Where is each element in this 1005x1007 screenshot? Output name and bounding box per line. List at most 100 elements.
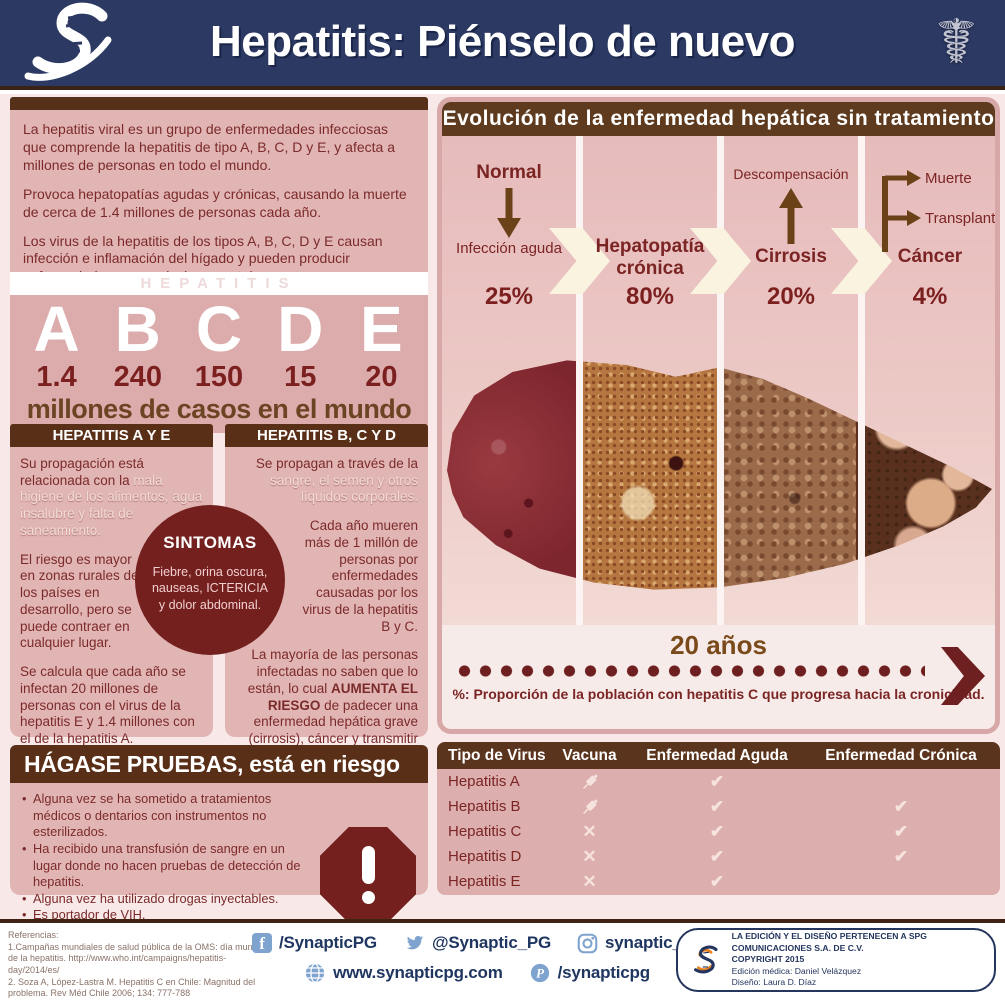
text-run: La mayoría de las personas infectadas no… — [247, 647, 418, 696]
vaccine-mark — [547, 872, 632, 892]
card-hepatitis-ae: HEPATITIS A Y E Su propagación está rela… — [10, 424, 213, 746]
column-separator — [717, 136, 724, 625]
evolution-title: Evolución de la enfermedad hepática sin … — [442, 102, 995, 136]
risk-bullet: Ha recibido una transfusión de sangre en… — [22, 841, 316, 891]
twitter-link[interactable]: @Synaptic_PG — [403, 932, 551, 954]
row-label: Hepatitis E — [448, 873, 521, 890]
page-title: Hepatitis: Piénselo de nuevo — [209, 17, 796, 66]
syringe-icon — [582, 773, 598, 789]
stage-name: Infección aguda — [456, 240, 562, 257]
down-arrow-icon — [496, 188, 522, 243]
vaccine-mark — [547, 822, 632, 842]
stage-normal: Normal Infección aguda 25% — [442, 136, 576, 625]
pinterest-icon: P — [530, 963, 549, 983]
column-separator — [858, 136, 865, 625]
header-acute: Enfermedad Aguda — [646, 746, 788, 764]
card-ae-paragraph-3: Se calcula que cada año se infectan 20 m… — [20, 664, 195, 747]
stage-percent: 25% — [484, 283, 534, 310]
instagram-icon — [577, 933, 598, 953]
table-row: Hepatitis D — [437, 844, 1000, 869]
cases-value: 240 — [113, 361, 162, 394]
pinterest-handle: /synapticpg — [557, 963, 650, 982]
acute-mark — [632, 797, 802, 817]
hepatitis-letter: D — [277, 293, 324, 365]
stage-area: Normal Infección aguda 25% Hepatopatía c… — [442, 136, 995, 625]
stage-name: Hepatopatía crónica — [595, 236, 705, 279]
stage-chronic: Hepatopatía crónica 80% — [583, 136, 717, 625]
stage-name: Cirrosis — [755, 246, 827, 267]
abcde-panel: HEPATITIS A B C D E 1.4 240 150 15 20 mi… — [10, 272, 428, 433]
hepatitis-letter: B — [114, 293, 161, 365]
chronic-mark — [802, 822, 1000, 842]
card-bcd-paragraph-2: Cada año mueren más de 1 millón de perso… — [302, 518, 418, 634]
references-title: Referencias: — [8, 930, 59, 940]
get-tested-panel: HÁGASE PRUEBAS, está en riesgo si: Algun… — [10, 745, 428, 940]
pinterest-link[interactable]: P /synapticpg — [529, 962, 650, 984]
branch-arrows-icon — [875, 166, 931, 257]
credit-line-editor: Edición médica: Daniel Velázquez — [731, 965, 862, 976]
reference-item: 2. Soza A, López-Lastra M. Hepatitis C e… — [8, 976, 256, 999]
acute-mark — [632, 772, 802, 792]
stage-name: Cáncer — [897, 246, 963, 267]
twitter-icon — [406, 935, 424, 950]
twitter-handle: @Synaptic_PG — [431, 933, 552, 952]
facebook-link[interactable]: f /SynapticPG — [252, 933, 377, 953]
card-ae-paragraph-1: Su propagación está relacionada con la m… — [20, 456, 203, 540]
cases-value: 20 — [365, 361, 398, 394]
facebook-handle: /SynapticPG — [279, 933, 377, 952]
highlighted-text: sangre, el semen y otros líquidos corpor… — [270, 472, 418, 505]
credit-line-designer: Diseño: Laura D. Díaz — [731, 977, 817, 988]
stage-percent: 4% — [912, 283, 948, 310]
up-arrow-icon — [778, 188, 804, 249]
virus-table: Tipo de Virus Vacuna Enfermedad Aguda En… — [437, 742, 1000, 895]
sintomas-circle: SINTOMAS Fiebre, orina oscura, nauseas, … — [135, 505, 285, 655]
syringe-icon — [582, 798, 598, 814]
liver-image-chronic — [583, 360, 720, 590]
text-run: Se propagan a través de la — [255, 456, 418, 471]
risk-emphasis: AUMENTA EL RIESGO — [267, 680, 418, 713]
globe-icon — [305, 963, 325, 983]
synaptic-logo-icon — [16, 2, 120, 91]
sintomas-text: Fiebre, orina oscura, nauseas, ICTERICIA… — [151, 565, 268, 612]
row-label: Hepatitis A — [448, 773, 520, 790]
cases-value: 1.4 — [36, 361, 77, 394]
chronic-mark — [802, 847, 1000, 867]
table-body: Hepatitis A Hepatitis B Hepatitis C Hepa… — [437, 769, 1000, 894]
header-banner: Hepatitis: Piénselo de nuevo ☤ — [0, 0, 1005, 90]
card-ae-title: HEPATITIS A Y E — [10, 424, 213, 447]
row-label: Hepatitis C — [448, 823, 522, 840]
footer-divider — [0, 919, 1005, 923]
risk-bullet: Alguna vez ha utilizado drogas inyectabl… — [22, 891, 316, 908]
stage-cirrhosis: Descompensación Cirrosis 20% — [724, 136, 858, 625]
branch-label-transplant: Transplante — [925, 210, 1000, 227]
intro-panel: La hepatitis viral es un grupo de enferm… — [10, 97, 428, 299]
header-virus-type: Tipo de Virus — [448, 746, 546, 764]
get-tested-title: HÁGASE PRUEBAS, está en riesgo si: — [10, 745, 428, 815]
vaccine-mark — [547, 796, 632, 818]
stage-percent: 80% — [625, 283, 675, 310]
table-row: Hepatitis C — [437, 819, 1000, 844]
column-separator — [576, 136, 583, 625]
spg-logo-icon — [694, 945, 718, 974]
stage-percent: 20% — [766, 283, 816, 310]
header-vaccine: Vacuna — [562, 746, 617, 764]
card-bcd-title: HEPATITIS B, C Y D — [225, 424, 428, 447]
exclamation-dot — [361, 891, 375, 904]
website-link[interactable]: www.synapticpg.com — [304, 962, 503, 984]
highlighted-text: mala higiene de los alimentos, agua insa… — [20, 472, 203, 538]
acute-mark — [632, 872, 802, 892]
header-chronic: Enfermedad Crónica — [825, 746, 977, 764]
acute-mark — [632, 847, 802, 867]
table-row: Hepatitis E — [437, 869, 1000, 894]
stage-top-label: Normal — [476, 162, 542, 183]
table-row: Hepatitis A — [437, 769, 1000, 794]
credit-line-copyright: COPYRIGHT 2015 — [731, 954, 805, 965]
intro-paragraph-1: La hepatitis viral es un grupo de enferm… — [23, 121, 395, 173]
hepatitis-letter: A — [33, 293, 80, 365]
risk-bullet: Es portador de VIH. — [22, 907, 316, 924]
intro-top-strip — [10, 97, 428, 110]
timeline-caption: %: Proporción de la población con hepati… — [452, 686, 985, 702]
row-label: Hepatitis B — [448, 798, 521, 815]
credit-line-ownership: LA EDICIÓN Y EL DISEÑO PERTENECEN A SPG … — [731, 931, 927, 953]
cases-value: 150 — [194, 361, 244, 394]
